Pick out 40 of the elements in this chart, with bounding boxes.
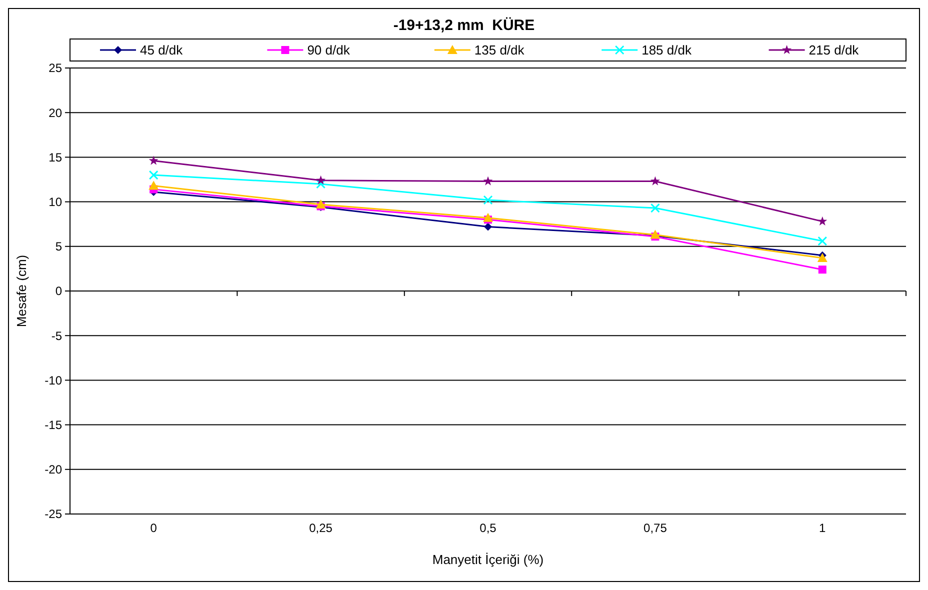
x-tick-label: 0,25 xyxy=(309,521,333,535)
point xyxy=(483,195,493,205)
x-tick-label: 1 xyxy=(819,521,826,535)
point xyxy=(148,170,158,180)
y-tick-label: 15 xyxy=(48,150,62,164)
point xyxy=(316,175,326,184)
x-tick-label: 0 xyxy=(150,521,158,535)
y-tick-label: -5 xyxy=(51,328,62,343)
y-tick-label: 0 xyxy=(55,284,62,298)
x-tick-label: 0,75 xyxy=(644,521,668,535)
point xyxy=(818,216,828,226)
y-axis-title: Mesafe (cm) xyxy=(14,254,29,328)
y-tick-label: -10 xyxy=(44,373,62,388)
legend-label: 185 d/dk xyxy=(642,42,692,58)
point xyxy=(148,156,158,165)
point xyxy=(316,179,326,189)
y-tick-label: -25 xyxy=(44,507,62,522)
legend-label: 90 d/dk xyxy=(307,42,350,58)
y-tick-label: -15 xyxy=(44,418,62,432)
point xyxy=(316,199,326,208)
legend-label: 135 d/dk xyxy=(474,42,525,58)
legend-label: 215 d/dk xyxy=(808,42,860,58)
point xyxy=(650,203,660,213)
chart-title: -19+13,2 mm KÜRE xyxy=(393,17,535,34)
point xyxy=(483,212,493,222)
y-tick-label: 5 xyxy=(55,240,62,254)
y-tick-label: 20 xyxy=(48,106,62,120)
point xyxy=(484,222,492,231)
point xyxy=(818,236,828,246)
point xyxy=(817,252,828,262)
legend-label: 45 d/dk xyxy=(140,42,184,58)
x-tick-label: 0,5 xyxy=(480,521,497,535)
point xyxy=(483,176,493,186)
point xyxy=(818,266,826,274)
y-tick-label: -20 xyxy=(44,462,62,477)
y-tick-label: 25 xyxy=(48,61,62,76)
y-tick-label: 10 xyxy=(48,195,62,209)
point xyxy=(650,176,660,186)
point xyxy=(148,180,159,190)
x-axis-title: Manyetit İçeriği (%) xyxy=(432,552,544,567)
